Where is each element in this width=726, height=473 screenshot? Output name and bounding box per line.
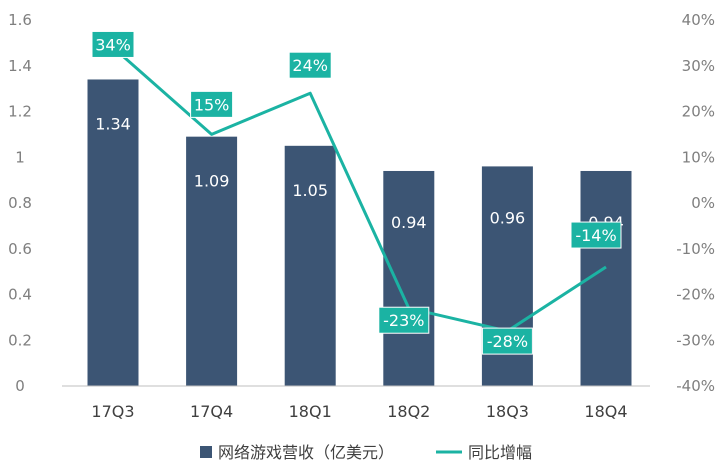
left-axis-tick: 1.6 <box>8 11 32 29</box>
line-data-label: 15% <box>194 95 230 114</box>
line-data-label-box <box>91 30 135 58</box>
right-axis-tick: 40% <box>682 11 715 29</box>
left-axis-tick: 1 <box>15 148 25 166</box>
category-tick-label: 18Q1 <box>289 402 332 421</box>
left-axis-tick: 0 <box>15 377 25 395</box>
legend: 网络游戏营收（亿美元） 同比增幅 <box>200 443 532 462</box>
line-data-label-box <box>570 221 622 249</box>
bar <box>87 79 139 386</box>
category-tick-label: 17Q3 <box>91 402 134 421</box>
right-axis-tick: 0% <box>691 194 715 212</box>
left-axis-tick: 0.2 <box>8 331 32 349</box>
right-axis-tick: -40% <box>676 377 715 395</box>
category-tick-label: 17Q4 <box>190 402 233 421</box>
category-labels: 17Q3 17Q4 18Q1 18Q2 18Q3 18Q4 <box>91 402 627 421</box>
right-axis-tick: 10% <box>682 148 715 166</box>
line-data-label: 24% <box>292 56 328 75</box>
line-data-label: -28% <box>487 332 528 351</box>
left-axis-tick: 0.8 <box>8 194 32 212</box>
right-axis-tick: -10% <box>676 240 715 258</box>
left-axis-tick: 1.2 <box>8 103 32 121</box>
line-data-label: -14% <box>575 226 616 245</box>
growth-line: 34% 15% 24% -23% -28% -14% <box>91 30 622 355</box>
bar-data-label: 1.09 <box>194 172 230 191</box>
line-data-label: 34% <box>95 35 131 54</box>
right-axis-tick: 20% <box>682 103 715 121</box>
right-axis-tick: -30% <box>676 331 715 349</box>
legend-swatch-revenue <box>200 446 212 458</box>
growth-line-path <box>112 46 607 333</box>
bar <box>383 170 435 386</box>
bars: 1.341.091.050.940.960.94 <box>87 79 632 386</box>
left-axis: 0 0.2 0.4 0.6 0.8 1 1.2 1.4 1.6 <box>8 11 32 395</box>
bar-data-label: 1.05 <box>292 181 328 200</box>
bar <box>186 136 238 386</box>
left-axis-tick: 0.6 <box>8 240 32 258</box>
category-tick-label: 18Q3 <box>486 402 529 421</box>
right-axis: -40% -30% -20% -10% 0% 10% 20% 30% 40% <box>676 11 715 395</box>
right-axis-tick: -20% <box>676 286 715 304</box>
line-data-label-box <box>481 327 533 355</box>
legend-label-revenue: 网络游戏营收（亿美元） <box>218 443 394 462</box>
legend-label-growth: 同比增幅 <box>468 443 532 462</box>
left-axis-tick: 1.4 <box>8 57 32 75</box>
bar <box>284 145 336 386</box>
left-axis-tick: 0.4 <box>8 286 32 304</box>
bar-data-label: 0.96 <box>490 208 526 227</box>
bar-data-label: 0.94 <box>391 213 427 232</box>
line-data-label-box <box>378 306 430 334</box>
right-axis-tick: 30% <box>682 57 715 75</box>
line-data-label-box <box>288 51 332 79</box>
line-data-label-box <box>190 90 234 118</box>
bar-data-label: 1.34 <box>95 114 131 133</box>
category-tick-label: 18Q2 <box>387 402 430 421</box>
category-tick-label: 18Q4 <box>584 402 627 421</box>
line-data-label: -23% <box>383 311 424 330</box>
